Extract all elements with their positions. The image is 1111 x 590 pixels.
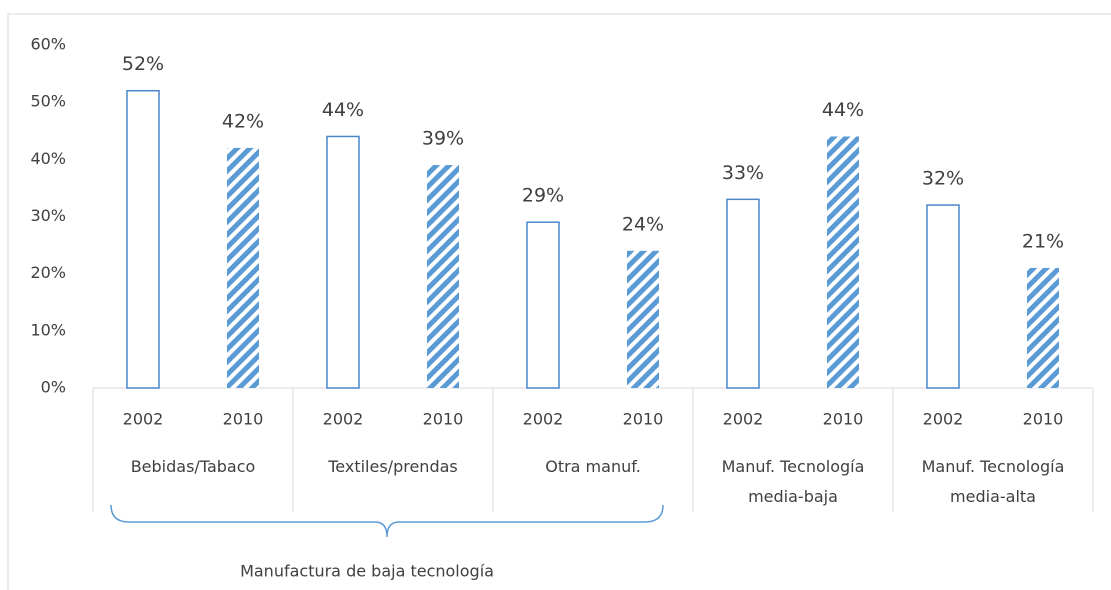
bar (926, 204, 960, 389)
category-label: Otra manuf. (545, 457, 641, 476)
value-label: 32% (922, 168, 964, 190)
bracket (110, 504, 664, 538)
value-label: 33% (722, 162, 764, 184)
value-label: 44% (822, 99, 864, 121)
bar (326, 135, 360, 389)
x-tick-label: 2010 (423, 410, 464, 429)
value-label: 29% (522, 185, 564, 207)
value-label: 52% (122, 53, 164, 75)
x-tick-label: 2002 (923, 410, 964, 429)
y-tick-label: 40% (30, 149, 66, 168)
bar (726, 198, 760, 389)
y-tick-label: 0% (41, 378, 66, 397)
value-label: 44% (322, 99, 364, 121)
category-label: Manuf. Tecnología media-alta (922, 457, 1065, 506)
bar (827, 136, 859, 388)
value-label: 39% (422, 128, 464, 150)
bar (526, 221, 560, 389)
bar (627, 250, 659, 388)
category-label: Bebidas/Tabaco (131, 457, 256, 476)
y-tick-label: 60% (30, 35, 66, 54)
x-tick-label: 2010 (1023, 410, 1064, 429)
category-label: Textiles/prendas (327, 457, 457, 476)
chart-frame (7, 13, 1111, 590)
category-label: Manuf. Tecnología media-baja (722, 457, 865, 506)
value-label: 21% (1022, 230, 1064, 252)
y-tick-label: 50% (30, 92, 66, 111)
annotation: Manufactura de baja tecnología (240, 562, 494, 581)
x-tick-label: 2002 (523, 410, 564, 429)
x-tick-label: 2010 (623, 410, 664, 429)
bar (1027, 267, 1059, 388)
value-label: 24% (622, 213, 664, 235)
y-tick-label: 20% (30, 263, 66, 282)
x-tick-label: 2010 (823, 410, 864, 429)
x-tick-label: 2010 (223, 410, 264, 429)
bar (427, 165, 459, 388)
x-tick-label: 2002 (123, 410, 164, 429)
value-label: 42% (222, 110, 264, 132)
y-tick-label: 30% (30, 206, 66, 225)
bar (227, 147, 259, 388)
x-tick-label: 2002 (723, 410, 764, 429)
bar (126, 89, 160, 389)
x-tick-label: 2002 (323, 410, 364, 429)
y-tick-label: 10% (30, 320, 66, 339)
